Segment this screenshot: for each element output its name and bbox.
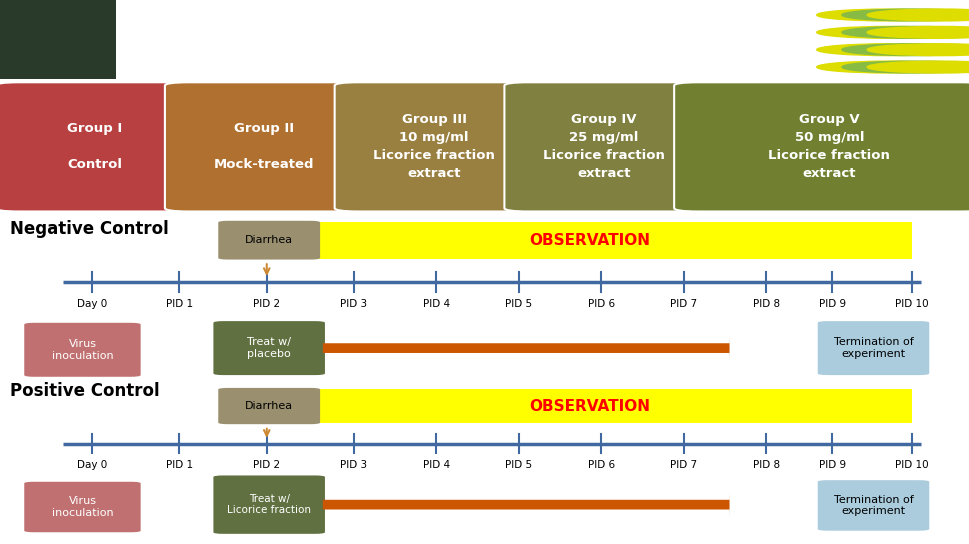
Circle shape: [841, 27, 969, 38]
Text: Group IV
25 mg/ml
Licorice fraction
extract: Group IV 25 mg/ml Licorice fraction extr…: [543, 113, 664, 181]
Bar: [0, 0, 116, 79]
Text: PID 3: PID 3: [340, 299, 367, 309]
Text: PID 9: PID 9: [818, 460, 845, 469]
Text: Negative Control: Negative Control: [10, 220, 169, 238]
Circle shape: [866, 9, 969, 21]
Text: PID 10: PID 10: [894, 460, 927, 469]
Text: OBSERVATION: OBSERVATION: [528, 399, 649, 413]
Text: PID 2: PID 2: [253, 460, 280, 469]
Text: Diarrhea: Diarrhea: [245, 235, 293, 245]
Text: PID 7: PID 7: [670, 460, 697, 469]
Text: PID 8: PID 8: [752, 299, 779, 309]
Text: OBSERVATION: OBSERVATION: [528, 233, 649, 248]
Text: Positive Control: Positive Control: [10, 382, 159, 400]
FancyBboxPatch shape: [218, 221, 320, 259]
Text: PID 2: PID 2: [253, 299, 280, 309]
Text: PID 1: PID 1: [166, 460, 193, 469]
FancyBboxPatch shape: [673, 82, 969, 212]
Circle shape: [866, 44, 969, 55]
Text: Day 0: Day 0: [77, 460, 108, 469]
FancyBboxPatch shape: [334, 82, 533, 212]
Text: Treat w/
placebo: Treat w/ placebo: [247, 337, 291, 359]
Text: Treat w/
Licorice fraction: Treat w/ Licorice fraction: [227, 494, 311, 516]
FancyBboxPatch shape: [213, 321, 325, 375]
Circle shape: [866, 27, 969, 38]
Text: Group III
10 mg/ml
Licorice fraction
extract: Group III 10 mg/ml Licorice fraction ext…: [373, 113, 494, 181]
FancyBboxPatch shape: [24, 323, 141, 377]
Text: PID 5: PID 5: [505, 460, 532, 469]
Circle shape: [816, 61, 961, 73]
Circle shape: [841, 44, 969, 55]
Circle shape: [841, 9, 969, 21]
Text: Group II

Mock-treated: Group II Mock-treated: [214, 122, 314, 171]
FancyBboxPatch shape: [817, 321, 928, 375]
Circle shape: [866, 61, 969, 73]
FancyBboxPatch shape: [817, 480, 928, 531]
Text: PID 6: PID 6: [587, 460, 614, 469]
Circle shape: [841, 61, 969, 73]
Circle shape: [816, 9, 961, 21]
FancyBboxPatch shape: [24, 482, 141, 532]
FancyBboxPatch shape: [213, 475, 325, 534]
Bar: [266, 388, 911, 423]
Text: PID 10: PID 10: [894, 299, 927, 309]
Text: Day 0: Day 0: [77, 299, 108, 309]
Text: Termination of
experiment: Termination of experiment: [832, 337, 913, 359]
Circle shape: [816, 27, 961, 38]
Circle shape: [816, 44, 961, 55]
Text: PID 1: PID 1: [166, 299, 193, 309]
Text: Group I

Control: Group I Control: [67, 122, 122, 171]
Text: Termination of
experiment: Termination of experiment: [832, 494, 913, 516]
Text: Diarrhea: Diarrhea: [245, 401, 293, 411]
Text: PID 9: PID 9: [818, 299, 845, 309]
Text: PID 4: PID 4: [422, 460, 450, 469]
Text: PID 3: PID 3: [340, 460, 367, 469]
Text: Experimental  Design: Experimental Design: [283, 21, 686, 54]
FancyBboxPatch shape: [0, 82, 194, 212]
Bar: [266, 221, 911, 259]
Text: Virus
inoculation: Virus inoculation: [51, 339, 113, 361]
FancyBboxPatch shape: [218, 388, 320, 424]
FancyBboxPatch shape: [165, 82, 363, 212]
Text: PID 5: PID 5: [505, 299, 532, 309]
Text: Virus
inoculation: Virus inoculation: [51, 496, 113, 518]
Text: PID 6: PID 6: [587, 299, 614, 309]
Text: Group V
50 mg/ml
Licorice fraction
extract: Group V 50 mg/ml Licorice fraction extra…: [767, 113, 890, 181]
Text: PID 4: PID 4: [422, 299, 450, 309]
Text: PID 8: PID 8: [752, 460, 779, 469]
Text: PID 7: PID 7: [670, 299, 697, 309]
FancyBboxPatch shape: [504, 82, 703, 212]
